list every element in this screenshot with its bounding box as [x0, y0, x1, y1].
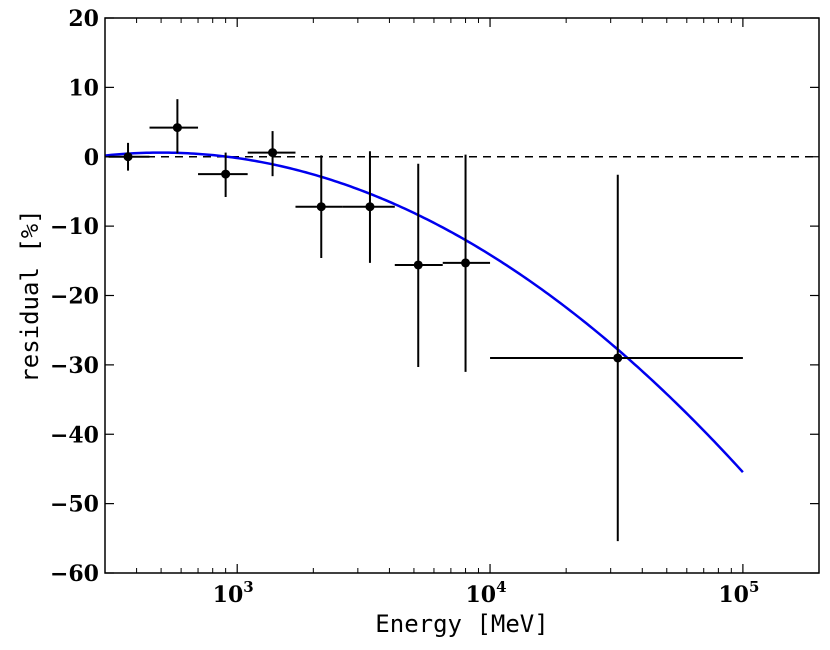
data-point — [490, 174, 743, 542]
data-marker — [123, 152, 133, 162]
data-marker — [461, 258, 471, 268]
data-marker — [365, 202, 375, 212]
data-marker — [613, 353, 623, 363]
x-tick-label: 103 — [213, 578, 254, 608]
data-point — [295, 155, 343, 259]
data-point — [108, 142, 150, 171]
y-tick-label: 20 — [68, 6, 99, 32]
y-tick-label: 10 — [68, 75, 99, 101]
data-point — [149, 99, 199, 154]
y-tick-label: −40 — [50, 422, 99, 448]
data-marker — [316, 202, 326, 212]
y-tick-label: −50 — [50, 492, 99, 518]
y-tick-label: −60 — [50, 561, 99, 587]
data-point — [198, 152, 248, 197]
y-tick-label: −10 — [50, 214, 99, 240]
data-point — [394, 163, 443, 367]
y-tick-label: 0 — [84, 145, 99, 171]
model-curve — [104, 151, 744, 474]
y-tick-label: −30 — [50, 353, 99, 379]
y-axis-ticks: 20 10 0 −10 −20 −30 −40 −50 −60 — [50, 6, 819, 587]
x-tick-label: 104 — [466, 578, 507, 608]
x-axis-label: Energy [MeV] — [375, 610, 548, 638]
data-marker — [221, 169, 231, 179]
y-axis-label: residual [%] — [16, 209, 44, 382]
data-point — [442, 154, 491, 372]
y-tick-label: −20 — [50, 284, 99, 310]
data-point — [247, 131, 296, 177]
data-marker — [268, 148, 278, 158]
x-axis-ticks: 103 104 105 — [104, 18, 820, 608]
plot-area — [104, 99, 819, 542]
data-marker — [413, 260, 423, 270]
x-tick-label: 105 — [718, 578, 759, 608]
data-point — [342, 151, 395, 263]
data-marker — [172, 123, 182, 133]
